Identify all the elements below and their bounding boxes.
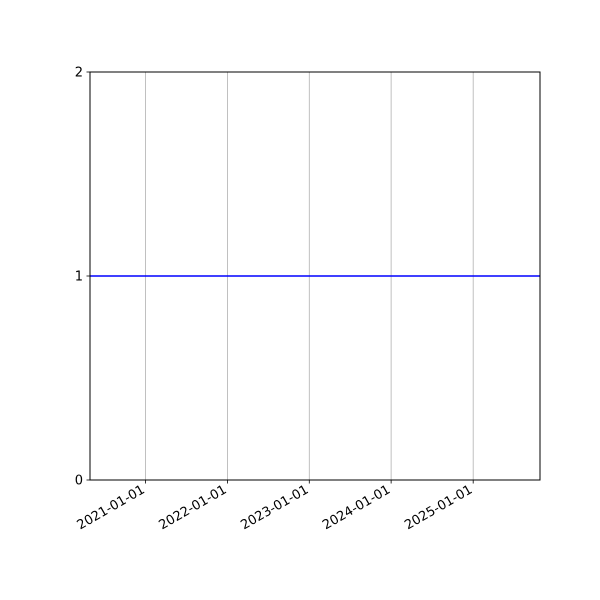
y-tick-label: 2 — [75, 66, 83, 81]
y-tick-label: 0 — [75, 474, 83, 489]
y-axis: 0 1 2 — [75, 66, 90, 489]
x-tick-label: 2025-01-01 — [402, 482, 475, 533]
x-axis: 2021-01-01 2022-01-01 2023-01-01 2024-01-01… — [75, 480, 475, 533]
y-tick-label: 1 — [75, 270, 83, 285]
x-tick-label: 2023-01-01 — [238, 482, 311, 533]
x-tick-label: 2022-01-01 — [157, 482, 230, 533]
x-tick-label: 2024-01-01 — [320, 482, 393, 533]
x-tick-label: 2021-01-01 — [75, 482, 148, 533]
